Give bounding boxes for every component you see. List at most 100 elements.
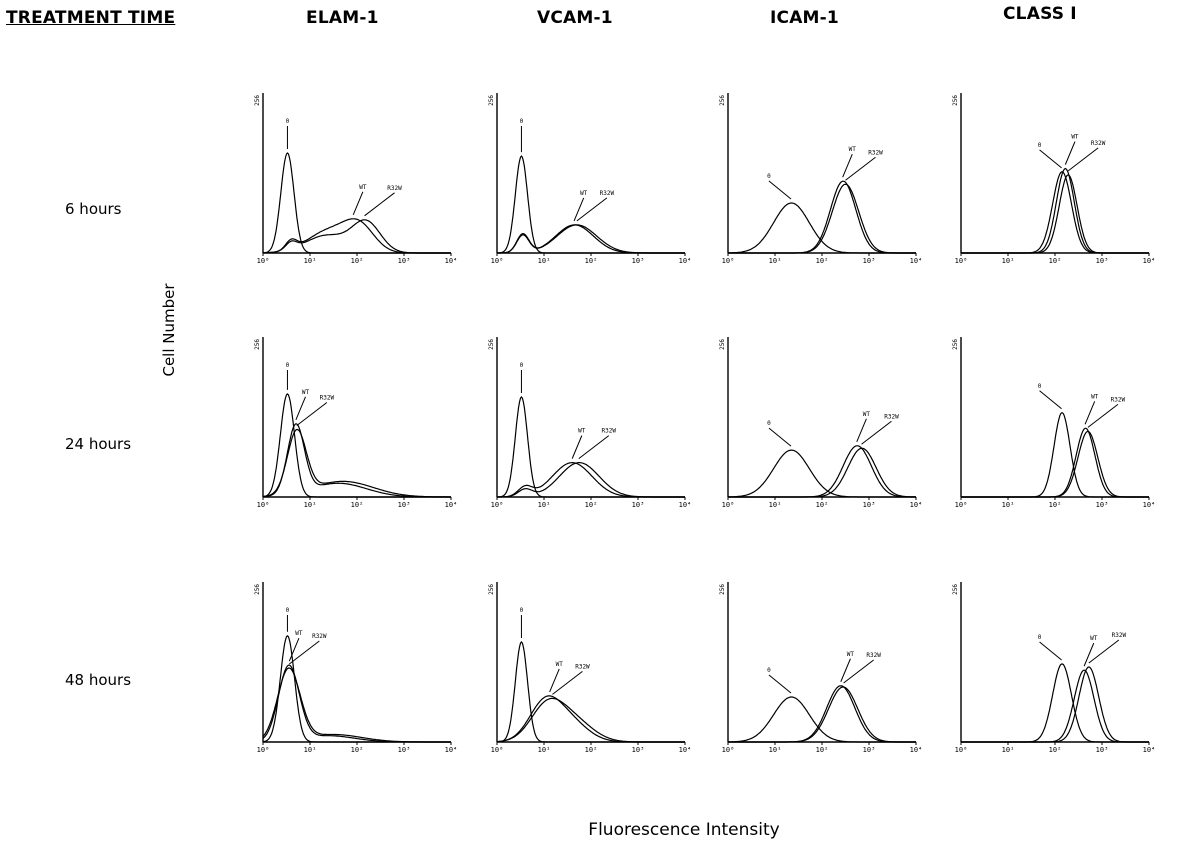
x-tick-label: 10³ xyxy=(632,257,645,265)
x-tick-label: 10⁴ xyxy=(910,501,923,509)
label-leader xyxy=(856,418,867,442)
treatment-time-header: TREATMENT TIME xyxy=(6,8,176,28)
x-tick-label: 10⁴ xyxy=(445,746,458,754)
histogram-panel: 256 10⁰ 10¹ 10² 10³ 10⁴ 0 WT R32W xyxy=(952,337,1155,509)
column-header-class1: CLASS I xyxy=(1003,4,1077,24)
x-tick-label: 10⁴ xyxy=(445,257,458,265)
series-label-0: 0 xyxy=(767,173,771,180)
series-label-r32w: R32W xyxy=(320,394,335,401)
x-tick-label: 10⁰ xyxy=(257,746,270,754)
x-tick-label: 10⁰ xyxy=(722,501,735,509)
series-line-r32w xyxy=(262,667,451,743)
x-tick-label: 10⁴ xyxy=(1143,257,1156,265)
y-tick-label: 256 xyxy=(952,339,959,350)
x-tick-label: 10⁴ xyxy=(679,257,692,265)
y-tick-label: 256 xyxy=(488,95,495,106)
series-label-wt: WT xyxy=(1090,635,1098,642)
y-tick-label: 256 xyxy=(254,95,261,106)
series-line-0 xyxy=(496,155,685,254)
y-tick-label: 256 xyxy=(952,95,959,106)
x-tick-label: 10⁴ xyxy=(1143,501,1156,509)
label-leader xyxy=(295,396,306,420)
x-tick-label: 10³ xyxy=(632,746,645,754)
x-tick-label: 10⁰ xyxy=(491,257,504,265)
label-leader xyxy=(549,668,560,693)
label-leader xyxy=(289,640,320,665)
series-label-0: 0 xyxy=(520,607,524,614)
x-tick-label: 10¹ xyxy=(304,746,317,754)
series-label-wt: WT xyxy=(295,630,303,637)
x-tick-label: 10³ xyxy=(1096,746,1109,754)
label-leader xyxy=(845,156,876,181)
column-header-icam1: ICAM-1 xyxy=(770,8,839,28)
x-tick-label: 10² xyxy=(1049,746,1062,754)
histogram-panel: 256 10⁰ 10¹ 10² 10³ 10⁴ 0 WT R32W xyxy=(254,582,457,754)
series-label-wt: WT xyxy=(556,661,564,668)
series-line-r32w xyxy=(497,697,685,743)
column-header-elam1: ELAM-1 xyxy=(306,8,379,28)
x-tick-label: 10⁴ xyxy=(679,501,692,509)
label-leader xyxy=(1064,141,1076,165)
x-axis-label: Fluorescence Intensity xyxy=(588,820,780,840)
y-tick-label: 256 xyxy=(488,339,495,350)
label-leader xyxy=(768,674,792,694)
series-line-0 xyxy=(961,412,1149,498)
x-tick-label: 10² xyxy=(1049,257,1062,265)
x-tick-label: 10³ xyxy=(632,501,645,509)
series-line-r32w xyxy=(263,219,451,254)
label-leader xyxy=(840,658,851,682)
series-label-wt: WT xyxy=(849,146,857,153)
series-line-r32w xyxy=(728,686,916,743)
label-leader xyxy=(768,180,792,200)
series-label-0: 0 xyxy=(767,420,771,427)
x-tick-label: 10⁰ xyxy=(955,501,968,509)
x-tick-label: 10¹ xyxy=(769,501,782,509)
label-leader xyxy=(1087,403,1119,428)
series-line-r32w xyxy=(961,666,1149,743)
x-tick-label: 10² xyxy=(816,257,829,265)
x-tick-label: 10² xyxy=(585,501,598,509)
x-tick-label: 10¹ xyxy=(1002,257,1015,265)
label-leader xyxy=(573,197,585,222)
x-tick-label: 10¹ xyxy=(538,501,551,509)
x-tick-label: 10⁰ xyxy=(257,257,270,265)
series-label-0: 0 xyxy=(286,118,290,125)
x-tick-label: 10⁰ xyxy=(722,746,735,754)
x-tick-label: 10³ xyxy=(398,257,411,265)
series-line-0 xyxy=(728,202,916,254)
series-line-wt xyxy=(728,685,916,743)
series-label-0: 0 xyxy=(286,362,290,369)
series-line-0 xyxy=(961,663,1149,743)
y-tick-label: 256 xyxy=(719,95,726,106)
x-tick-label: 10⁰ xyxy=(722,257,735,265)
series-label-r32w: R32W xyxy=(602,428,617,435)
x-tick-label: 10⁰ xyxy=(955,746,968,754)
series-line-r32w xyxy=(497,462,685,498)
row-label-6h: 6 hours xyxy=(65,200,122,218)
x-tick-label: 10³ xyxy=(863,746,876,754)
label-leader xyxy=(1088,639,1120,664)
series-line-r32w xyxy=(728,183,916,254)
label-leader xyxy=(1084,401,1096,425)
series-label-r32w: R32W xyxy=(575,663,590,670)
x-tick-label: 10³ xyxy=(398,501,411,509)
series-line-0 xyxy=(262,393,451,498)
row-label-24h: 24 hours xyxy=(65,435,132,453)
series-label-wt: WT xyxy=(1071,134,1079,141)
series-label-wt: WT xyxy=(359,184,367,191)
series-line-wt xyxy=(263,218,451,254)
series-label-r32w: R32W xyxy=(387,185,402,192)
histogram-panel: 256 10⁰ 10¹ 10² 10³ 10⁴ 0 WT R32W xyxy=(952,582,1155,754)
label-leader xyxy=(1039,390,1062,410)
x-tick-label: 10¹ xyxy=(769,257,782,265)
row-label-48h: 48 hours xyxy=(65,671,132,689)
series-line-r32w xyxy=(728,447,916,498)
series-label-wt: WT xyxy=(578,428,586,435)
series-line-r32w xyxy=(961,430,1149,498)
label-leader xyxy=(364,192,395,217)
label-leader xyxy=(861,420,892,445)
x-tick-label: 10³ xyxy=(1096,257,1109,265)
series-label-wt: WT xyxy=(863,411,871,418)
series-label-r32w: R32W xyxy=(1112,632,1127,639)
y-tick-label: 256 xyxy=(254,584,261,595)
